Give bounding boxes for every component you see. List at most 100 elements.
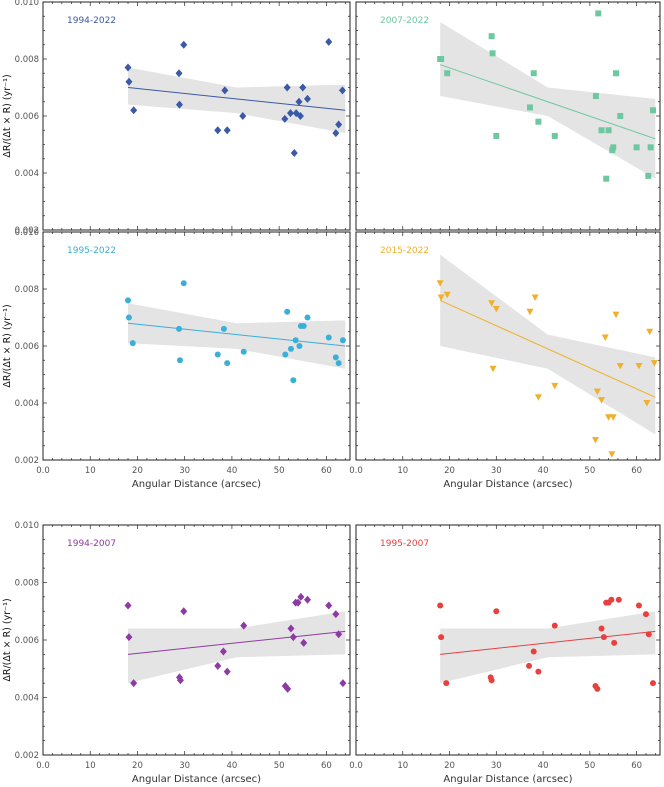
data-point <box>612 311 620 319</box>
confidence-band <box>440 611 656 684</box>
data-point <box>281 114 289 123</box>
data-point <box>294 598 302 607</box>
y-tick-label: 0.002 <box>15 751 39 761</box>
x-tick-label: 40 <box>227 761 238 771</box>
x-tick-label: 30 <box>491 761 502 771</box>
data-point <box>325 37 333 46</box>
data-point <box>443 291 451 299</box>
data-point <box>603 175 610 182</box>
data-point <box>608 451 616 458</box>
data-point <box>125 633 133 642</box>
data-point <box>605 414 613 421</box>
data-point <box>650 360 658 367</box>
x-tick-label: 60 <box>631 466 642 476</box>
panel-1: 0.002 0.004 0.006 0.008 0.010 ΔR/(Δt × R) (yr… <box>2 0 351 236</box>
data-point <box>289 633 297 642</box>
data-point <box>125 77 133 86</box>
x-tick-label: 60 <box>321 761 332 771</box>
data-point <box>551 382 559 390</box>
data-point <box>438 634 445 641</box>
data-point <box>493 132 500 139</box>
data-point <box>176 357 183 364</box>
y-tick-label: 0.008 <box>15 55 39 65</box>
x-tick-label: 30 <box>491 466 502 476</box>
panel-title: 1995-2007 <box>380 539 429 549</box>
data-point <box>223 667 231 676</box>
data-point <box>535 118 542 125</box>
y-tick-label: 0.008 <box>15 579 39 589</box>
panel-title: 1994-2022 <box>67 16 116 26</box>
x-tick-label: 40 <box>538 761 549 771</box>
data-point <box>615 596 622 603</box>
data-point <box>438 56 445 62</box>
y-tick-label: 0.010 <box>15 0 39 8</box>
data-point <box>592 93 599 100</box>
data-point <box>608 596 615 603</box>
data-point <box>240 621 248 630</box>
data-point <box>605 127 612 134</box>
y-tick-label: 0.004 <box>15 399 39 409</box>
data-point <box>444 70 451 77</box>
data-point <box>616 362 624 370</box>
x-tick-label: 20 <box>444 761 455 771</box>
data-point <box>282 351 289 358</box>
data-point <box>299 83 307 92</box>
y-tick-label: 0.008 <box>15 285 39 295</box>
fit-line <box>127 630 346 655</box>
data-point <box>595 10 602 17</box>
data-point <box>551 622 558 629</box>
y-tick-label: 0.010 <box>15 228 39 238</box>
data-point <box>220 325 227 332</box>
y-tick-label: 0.010 <box>15 521 39 531</box>
y-axis-label: ΔR/(Δt × R) (yr⁻¹) <box>2 74 13 157</box>
data-point <box>176 325 183 332</box>
data-point <box>124 63 132 72</box>
data-point <box>303 595 311 604</box>
data-point <box>611 639 618 646</box>
x-tick-label: 10 <box>85 466 96 476</box>
fit-line <box>440 64 656 140</box>
data-point <box>609 414 617 421</box>
data-point <box>635 602 642 609</box>
data-point <box>287 345 294 352</box>
panel-title: 2015-2022 <box>380 246 429 256</box>
data-point <box>175 100 183 109</box>
y-tick-label: 0.002 <box>15 456 39 466</box>
data-point <box>492 305 500 313</box>
data-point <box>535 668 542 675</box>
data-point <box>338 86 346 95</box>
x-tick-label: 40 <box>538 466 549 476</box>
data-point <box>180 280 187 287</box>
x-axis-label: Angular Distance (arcsec) <box>443 774 572 785</box>
y-tick-label: 0.006 <box>15 112 39 122</box>
data-point <box>642 611 649 618</box>
confidence-band <box>128 611 346 684</box>
data-point <box>635 362 643 370</box>
data-point <box>284 308 291 315</box>
x-tick-label: 50 <box>274 761 285 771</box>
y-axis-label: ΔR/(Δt × R) (yr⁻¹) <box>2 304 13 387</box>
data-point <box>598 397 606 404</box>
y-tick-label: 0.002 <box>15 226 39 236</box>
data-point <box>240 348 247 355</box>
panel-title: 2007-2022 <box>380 16 429 26</box>
data-point <box>600 634 607 641</box>
data-point <box>325 334 332 341</box>
data-point <box>292 337 299 344</box>
data-point <box>296 343 303 349</box>
data-point <box>284 684 292 693</box>
data-point <box>488 677 495 684</box>
panel-4: 0.0 10 20 30 40 50 60 Angular Distance (arcsec)… <box>349 231 661 490</box>
data-point <box>437 294 445 302</box>
y-tick-label: 0.004 <box>15 694 39 704</box>
data-point <box>617 113 624 119</box>
fit-line <box>440 630 656 655</box>
data-point <box>290 377 297 384</box>
x-tick-label: 50 <box>584 466 595 476</box>
data-point <box>180 607 188 616</box>
data-point <box>176 676 184 685</box>
data-point <box>649 680 656 687</box>
x-tick-label: 60 <box>631 761 642 771</box>
